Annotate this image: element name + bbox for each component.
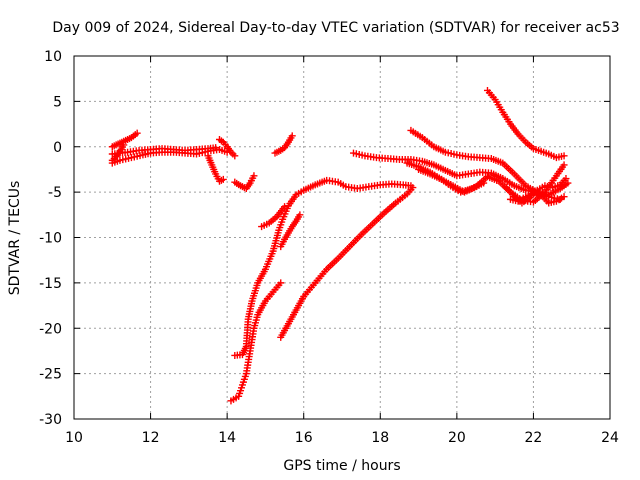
data-point bbox=[219, 175, 227, 183]
series-trace bbox=[230, 282, 282, 402]
x-tick-label: 18 bbox=[371, 430, 389, 446]
y-tick-label: -10 bbox=[39, 231, 62, 247]
series-late-arc-2 bbox=[407, 126, 564, 203]
data-point bbox=[133, 129, 141, 137]
series-short-arc-2 bbox=[271, 132, 296, 157]
y-tick-label: -5 bbox=[48, 185, 62, 201]
x-tick-label: 12 bbox=[142, 430, 160, 446]
data-point bbox=[560, 152, 568, 160]
series-drop-arc-4 bbox=[277, 211, 304, 251]
data-point bbox=[281, 203, 289, 211]
y-tick-label: 0 bbox=[53, 140, 62, 156]
data-point bbox=[250, 172, 258, 180]
grid bbox=[74, 56, 610, 419]
x-tick-label: 16 bbox=[295, 430, 313, 446]
series-trace bbox=[486, 89, 565, 159]
data-point bbox=[288, 132, 296, 140]
series-dip-1 bbox=[204, 152, 227, 185]
x-axis-title: GPS time / hours bbox=[283, 458, 400, 474]
data-point bbox=[409, 184, 417, 192]
series-rise-arc bbox=[277, 184, 417, 341]
series-late-arc-3 bbox=[403, 159, 488, 196]
series-dip-2 bbox=[215, 135, 239, 160]
y-tick-label: -20 bbox=[39, 321, 62, 337]
data-point bbox=[562, 175, 570, 183]
series-late-arc-7 bbox=[506, 188, 568, 207]
y-tick-label: -30 bbox=[39, 412, 62, 428]
data-point bbox=[212, 144, 220, 152]
y-tick-label: 10 bbox=[44, 49, 62, 65]
series-drop-arc-1 bbox=[231, 176, 415, 359]
data-point bbox=[560, 193, 568, 201]
data-series bbox=[108, 86, 572, 405]
data-point bbox=[296, 211, 304, 219]
data-point bbox=[231, 152, 239, 160]
series-early-arc-4 bbox=[108, 141, 128, 164]
y-axis-title: SDTVAR / TECUs bbox=[7, 181, 23, 296]
data-point bbox=[277, 279, 285, 287]
series-drop-arc-3 bbox=[258, 203, 289, 231]
y-tick-label: -15 bbox=[39, 276, 62, 292]
data-point bbox=[120, 141, 128, 149]
x-tick-label: 10 bbox=[65, 430, 83, 446]
series-early-arc-2 bbox=[108, 144, 220, 158]
x-tick-label: 14 bbox=[218, 430, 236, 446]
data-point bbox=[560, 161, 568, 169]
series-early-arc-3 bbox=[108, 129, 141, 151]
y-tick-label: 5 bbox=[53, 94, 62, 110]
chart-title: Day 009 of 2024, Sidereal Day-to-day VTE… bbox=[52, 20, 619, 36]
y-tick-label: -25 bbox=[39, 367, 62, 383]
series-trace bbox=[279, 186, 414, 339]
x-tick-labels: 10 12 14 16 18 20 22 24 bbox=[65, 430, 619, 446]
x-tick-label: 22 bbox=[525, 430, 543, 446]
x-tick-label: 24 bbox=[601, 430, 619, 446]
series-late-arc-5 bbox=[483, 86, 568, 162]
series-short-arc-1 bbox=[231, 172, 258, 192]
series-trace bbox=[234, 179, 412, 357]
plot-frame bbox=[73, 55, 611, 420]
x-tick-label: 20 bbox=[448, 430, 466, 446]
series-drop-arc-2 bbox=[227, 279, 285, 405]
y-tick-labels: 10 5 0 -5 -10 -15 -20 -25 -30 bbox=[39, 49, 62, 428]
